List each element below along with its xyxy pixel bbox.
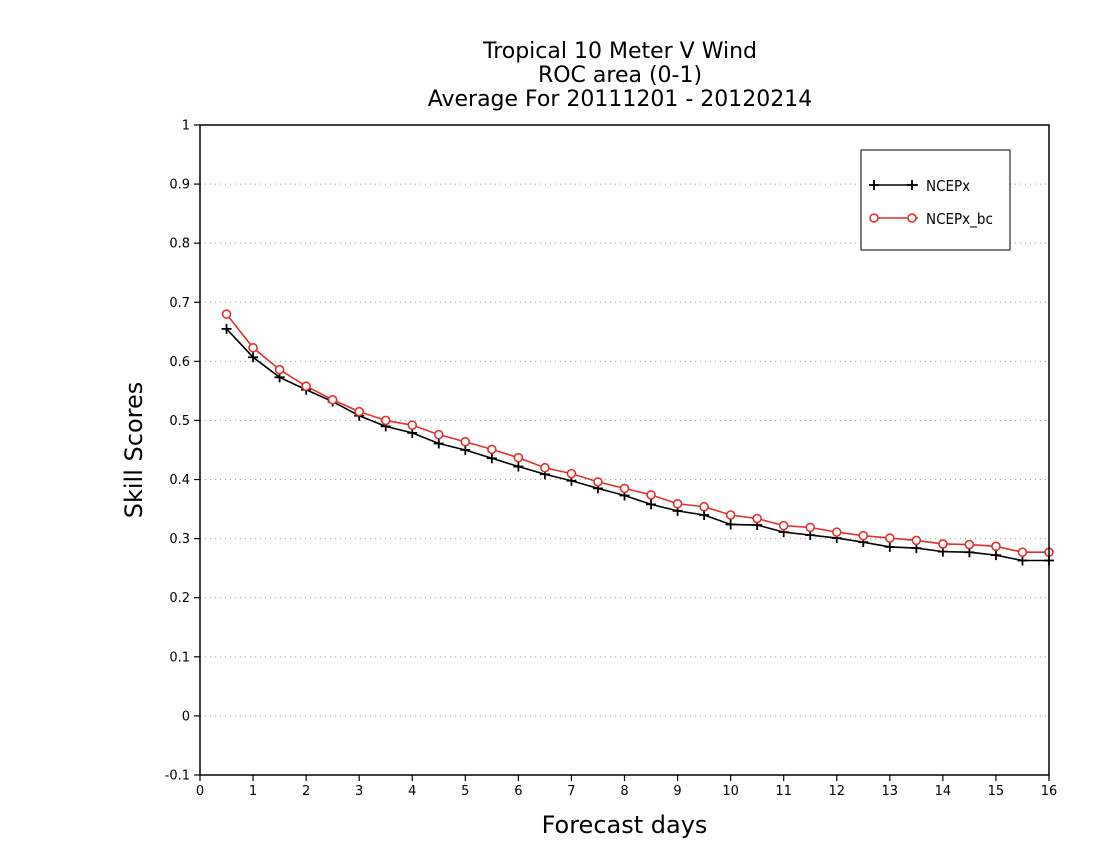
data-point	[327, 394, 338, 405]
x-tick-label: 14	[935, 784, 952, 799]
x-tick-label: 3	[355, 784, 363, 799]
x-tick-label: 4	[408, 784, 416, 799]
data-point	[991, 541, 1001, 552]
y-tick-label: 0.4	[169, 473, 190, 488]
data-point	[699, 501, 709, 512]
legend-marker	[869, 180, 879, 190]
data-point	[274, 364, 285, 375]
data-point	[486, 453, 497, 464]
data-point	[778, 520, 789, 531]
legend-box	[860, 149, 1011, 251]
series-NCEPx	[221, 323, 1054, 566]
data-point	[380, 415, 391, 426]
series-line	[225, 313, 1049, 554]
y-tick-label: 0.1	[169, 650, 190, 665]
x-tick-label: 7	[567, 784, 575, 799]
y-axis: -0.1 0 0.1 0.2 0.3 0.4 0.5 0.6 0.7 0.8 0.9 1	[165, 119, 200, 784]
data-point	[433, 438, 444, 449]
y-tick-label: 1	[182, 119, 190, 134]
x-tick-label: 5	[461, 784, 469, 799]
x-tick-label: 16	[1041, 784, 1058, 799]
title-line-3: Average For 20111201 - 20120214	[428, 87, 813, 112]
legend: NCEPx NCEPx_bc	[860, 149, 1011, 251]
data-point	[301, 381, 311, 391]
legend-label: NCEPx	[926, 177, 970, 195]
y-tick-label: -0.1	[165, 769, 190, 784]
data-point	[248, 352, 259, 363]
data-point	[885, 533, 895, 543]
data-point	[248, 342, 258, 353]
data-point	[487, 444, 497, 455]
data-point	[513, 452, 524, 463]
x-tick-label: 9	[673, 784, 681, 799]
y-tick-label: 0.5	[169, 414, 190, 429]
data-point	[884, 541, 895, 552]
x-axis: 0 1 2 3 4 5 6 7 8 9 10 11 12 13 14 15 16	[196, 775, 1057, 799]
legend-marker	[907, 213, 917, 223]
data-point	[460, 445, 471, 455]
x-tick-label: 1	[249, 784, 257, 799]
legend-item: NCEPx_bc	[869, 210, 993, 229]
x-tick-label: 8	[620, 784, 628, 799]
data-point	[911, 535, 922, 546]
data-point	[964, 539, 975, 550]
x-tick-label: 11	[775, 784, 792, 799]
x-tick-label: 6	[514, 784, 522, 799]
data-point	[805, 522, 816, 533]
data-point	[752, 513, 762, 524]
legend-item: NCEPx	[869, 177, 970, 195]
y-tick-label: 0.2	[169, 591, 190, 606]
series-NCEPx_bc	[221, 309, 1054, 558]
title-line-2: ROC area (0-1)	[538, 63, 702, 88]
x-tick-label: 12	[828, 784, 845, 799]
data-point	[513, 461, 524, 472]
x-axis-label: Forecast days	[542, 811, 708, 839]
data-point	[725, 519, 736, 530]
data-point	[646, 490, 656, 500]
x-tick-label: 2	[302, 784, 310, 799]
data-point	[1017, 555, 1028, 566]
data-point	[938, 539, 948, 549]
data-point	[699, 510, 710, 520]
data-point	[646, 499, 657, 510]
x-tick-label: 0	[196, 784, 204, 799]
y-tick-label: 0.9	[169, 178, 190, 193]
data-point	[540, 462, 550, 473]
data-point	[1017, 547, 1028, 558]
y-tick-label: 0.8	[169, 237, 190, 252]
data-point	[433, 429, 444, 440]
y-tick-label: 0.7	[169, 296, 190, 311]
x-tick-label: 15	[988, 784, 1005, 799]
data-point	[831, 527, 842, 537]
data-point	[354, 406, 364, 417]
data-point	[460, 436, 471, 447]
x-tick-label: 10	[722, 784, 739, 799]
grid	[200, 183, 1049, 717]
x-tick-label: 13	[882, 784, 899, 799]
data-point	[593, 477, 603, 487]
data-point	[672, 498, 683, 509]
legend-marker	[907, 180, 917, 190]
data-point	[990, 550, 1001, 561]
y-tick-label: 0	[182, 709, 190, 724]
legend-marker	[869, 213, 879, 223]
title-line-1: Tropical 10 Meter V Wind	[482, 39, 757, 64]
y-tick-label: 0.3	[169, 532, 190, 547]
data-point	[725, 510, 736, 520]
data-point	[619, 483, 630, 494]
data-point	[407, 420, 418, 430]
series-line	[225, 328, 1049, 562]
data-point	[221, 309, 232, 319]
legend-label: NCEPx_bc	[926, 210, 993, 229]
data-point	[858, 530, 869, 541]
y-tick-label: 0.6	[169, 355, 190, 370]
data-point	[221, 323, 232, 334]
data-point	[566, 468, 577, 479]
series-layer	[221, 309, 1054, 566]
y-axis-label: Skill Scores	[120, 382, 148, 519]
